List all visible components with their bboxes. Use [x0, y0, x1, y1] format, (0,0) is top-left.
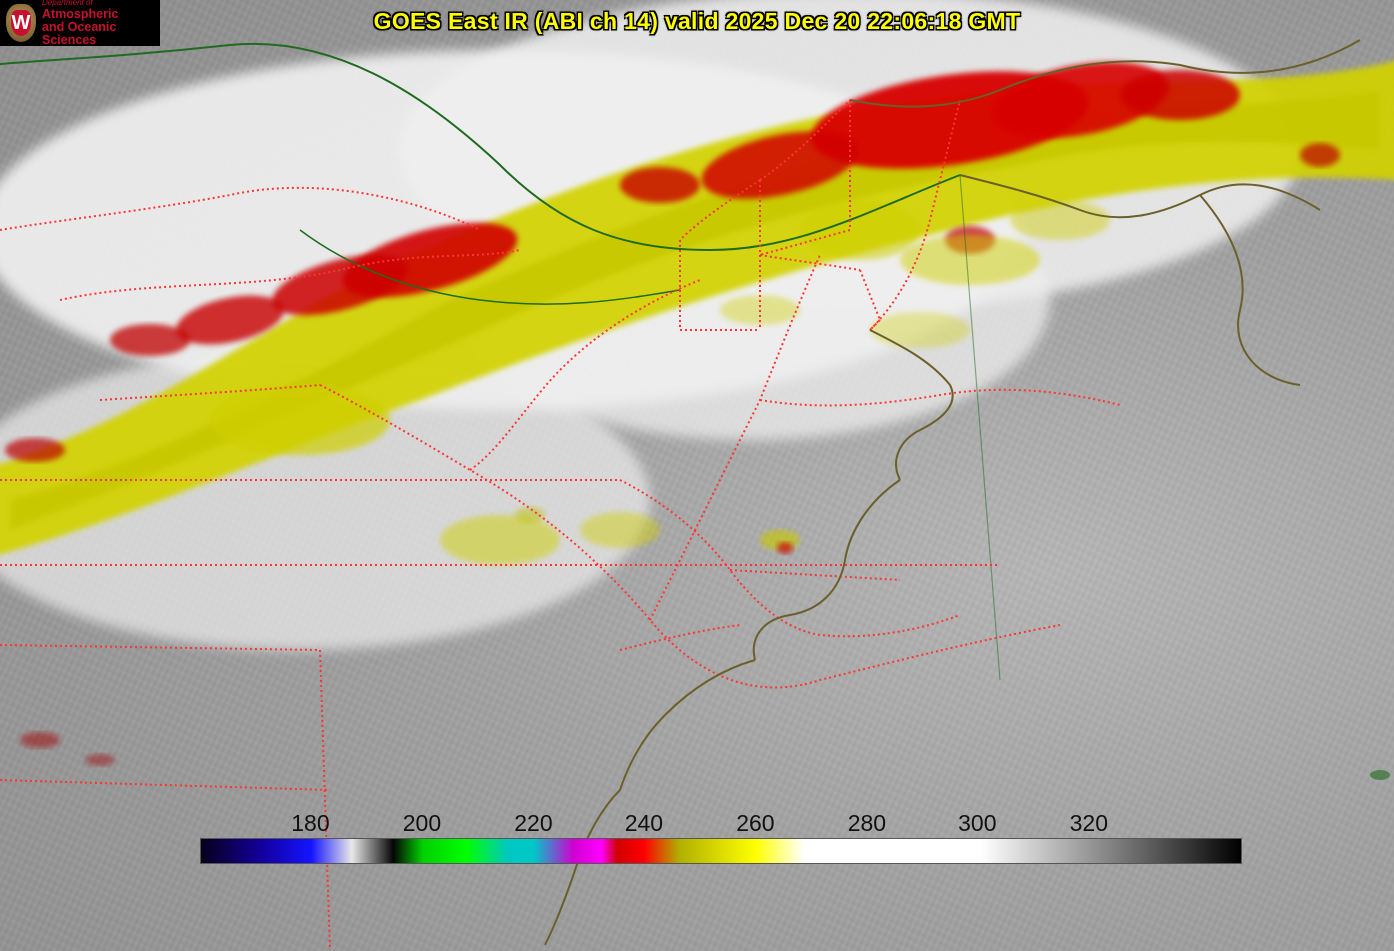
- colorbar-tick-220: 220: [514, 810, 552, 837]
- logo-main-label-1: Atmospheric: [42, 8, 154, 21]
- temperature-colorbar: 180 200 220 240 260 280 300 320: [200, 810, 1242, 864]
- colorbar-tick-200: 200: [403, 810, 441, 837]
- satellite-image-viewport: Department of Atmospheric and Oceanic Sc…: [0, 0, 1394, 951]
- political-boundaries: [0, 0, 1394, 951]
- colorbar-tick-320: 320: [1070, 810, 1108, 837]
- colorbar-tick-labels: 180 200 220 240 260 280 300 320: [200, 810, 1242, 838]
- logo-main-label-2: and Oceanic Sciences: [42, 21, 154, 47]
- image-title: GOES East IR (ABI ch 14) valid 2025 Dec …: [374, 8, 1021, 35]
- colorbar-tick-240: 240: [625, 810, 663, 837]
- colorbar-tick-180: 180: [291, 810, 329, 837]
- wisconsin-w-badge: [6, 4, 36, 42]
- colorbar-tick-260: 260: [736, 810, 774, 837]
- department-logo: Department of Atmospheric and Oceanic Sc…: [0, 0, 160, 46]
- colorbar-tick-300: 300: [958, 810, 996, 837]
- colorbar-tick-280: 280: [848, 810, 886, 837]
- colorbar-gradient[interactable]: [200, 838, 1242, 864]
